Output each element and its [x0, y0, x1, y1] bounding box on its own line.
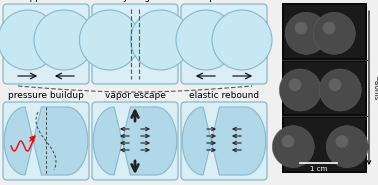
- Circle shape: [176, 10, 236, 70]
- Circle shape: [279, 69, 321, 111]
- Text: seperation: seperation: [200, 0, 248, 2]
- Circle shape: [282, 135, 294, 148]
- FancyBboxPatch shape: [3, 102, 89, 180]
- Text: approach: approach: [25, 0, 67, 2]
- Text: elastic rebound: elastic rebound: [189, 91, 259, 100]
- Text: 1 cm: 1 cm: [310, 166, 327, 172]
- Text: pressure buildup: pressure buildup: [8, 91, 84, 100]
- Circle shape: [79, 10, 139, 70]
- Text: vapor escape: vapor escape: [105, 91, 166, 100]
- Circle shape: [34, 10, 94, 70]
- Circle shape: [130, 10, 191, 70]
- Circle shape: [295, 22, 307, 34]
- FancyBboxPatch shape: [181, 102, 267, 180]
- Polygon shape: [93, 107, 177, 175]
- Circle shape: [313, 12, 355, 54]
- Circle shape: [289, 78, 301, 91]
- Circle shape: [212, 10, 272, 70]
- Circle shape: [319, 69, 361, 111]
- FancyBboxPatch shape: [92, 4, 178, 84]
- Bar: [284, 5, 365, 58]
- FancyBboxPatch shape: [181, 4, 267, 84]
- FancyBboxPatch shape: [3, 4, 89, 84]
- Bar: [284, 62, 365, 114]
- Circle shape: [272, 126, 314, 168]
- Polygon shape: [182, 107, 266, 175]
- Circle shape: [329, 78, 341, 91]
- Circle shape: [323, 22, 335, 34]
- Circle shape: [326, 126, 368, 168]
- Text: cycling: cycling: [119, 0, 151, 2]
- Circle shape: [0, 10, 58, 70]
- Circle shape: [336, 135, 348, 148]
- Bar: [282, 3, 367, 173]
- Bar: [284, 118, 365, 171]
- Circle shape: [285, 12, 327, 54]
- Text: ~80ms: ~80ms: [372, 75, 378, 101]
- FancyBboxPatch shape: [92, 102, 178, 180]
- Polygon shape: [4, 107, 88, 175]
